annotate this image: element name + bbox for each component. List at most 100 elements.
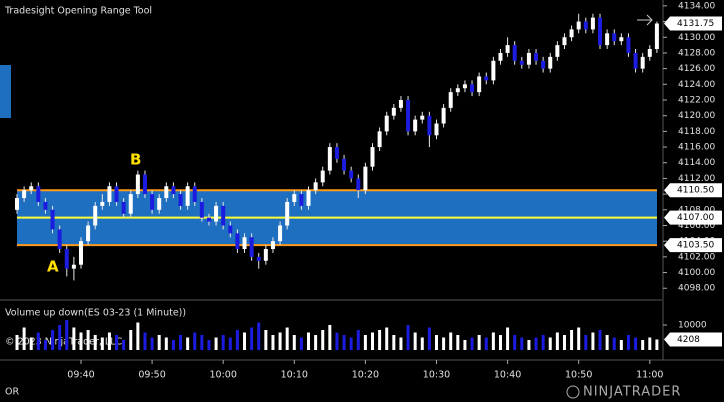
volume-bar — [491, 332, 495, 350]
scroll-arrow[interactable] — [637, 14, 653, 26]
candle-body — [647, 49, 652, 57]
volume-bar — [612, 337, 616, 350]
candle-body — [29, 186, 34, 191]
x-tick-label: 10:40 — [494, 370, 521, 381]
candle-body — [583, 21, 588, 30]
candle-body — [199, 201, 204, 218]
candle-body — [491, 60, 496, 81]
chart-title: Tradesight Opening Range Tool — [4, 6, 152, 17]
candle-body — [342, 158, 347, 171]
last-volume-box — [664, 332, 722, 347]
candle-body — [441, 107, 446, 124]
volume-bar — [363, 335, 367, 350]
opening-range-mid-label: 4107.00 — [677, 213, 714, 223]
volume-bar — [463, 340, 467, 350]
candle-body — [406, 100, 411, 132]
volume-bar — [527, 340, 531, 350]
volume-bar — [328, 325, 332, 350]
candle-body — [562, 37, 567, 46]
candle-body — [334, 147, 339, 159]
candle-body — [22, 190, 27, 199]
candle-body — [164, 186, 169, 199]
volume-bar — [634, 337, 638, 350]
candle-body — [128, 194, 133, 214]
candle-body — [278, 225, 283, 242]
volume-bar — [434, 335, 438, 350]
candle-body — [192, 186, 197, 202]
volume-bar — [79, 332, 83, 350]
candle-body — [526, 52, 531, 65]
opening-range-low-label: 4103.50 — [677, 241, 714, 251]
volume-bar — [577, 327, 581, 350]
candle-body — [242, 237, 247, 250]
y-tick-label: 4120.00 — [678, 111, 715, 121]
candle-body — [569, 29, 574, 38]
volume-bar — [335, 332, 339, 350]
candle-body — [619, 37, 624, 42]
candle-body — [313, 182, 318, 191]
volume-bar — [506, 327, 510, 350]
candle-body — [263, 249, 268, 261]
volume-bar — [171, 340, 175, 350]
candle-body — [299, 194, 304, 206]
candle-body — [64, 249, 69, 269]
volume-bar — [648, 337, 652, 350]
volume-bar — [143, 332, 147, 350]
candle-body — [43, 201, 48, 210]
candle-body — [633, 52, 638, 69]
candle-body — [114, 186, 119, 202]
candle-body — [349, 170, 354, 179]
candle-body — [598, 17, 603, 46]
candle-body — [86, 225, 91, 242]
candle-body — [605, 33, 610, 46]
volume-bar — [207, 340, 211, 350]
volume-bar — [399, 337, 403, 350]
volume-bar — [157, 335, 161, 350]
y-tick-label: 4126.00 — [678, 64, 715, 74]
volume-bar — [271, 335, 275, 350]
volume-bar — [442, 337, 446, 350]
volume-bar — [264, 330, 268, 350]
volume-bar — [321, 330, 325, 350]
candle-body — [285, 201, 290, 226]
candle-body — [306, 190, 311, 206]
opening-range-low-box — [664, 238, 722, 253]
candle-body — [36, 186, 41, 202]
volume-bar — [186, 337, 190, 350]
volume-bar — [58, 325, 62, 350]
volume-bar — [307, 332, 311, 350]
volume-bar — [626, 335, 630, 350]
y-tick-label: 4134.00 — [678, 1, 715, 11]
volume-bar — [356, 330, 360, 350]
volume-bar — [164, 337, 168, 350]
volume-bar — [378, 330, 382, 350]
volume-bar — [115, 335, 119, 350]
candle-body — [142, 174, 147, 195]
candle-body — [171, 186, 176, 195]
volume-bar — [342, 335, 346, 350]
volume-bar — [15, 335, 19, 350]
volume-bar — [129, 330, 133, 350]
volume-bar — [200, 335, 204, 350]
side-tab[interactable] — [0, 65, 11, 118]
candle-body — [462, 84, 467, 89]
candle-body — [292, 194, 297, 202]
annotation: B — [130, 151, 141, 169]
volume-bar — [314, 335, 318, 350]
volume-bar — [385, 327, 389, 350]
volume-bar — [477, 335, 481, 350]
volume-bar — [100, 337, 104, 350]
candle-body — [363, 166, 368, 191]
volume-bar — [413, 332, 417, 350]
candle-body — [327, 147, 332, 171]
candle-body — [15, 198, 19, 210]
volume-bar — [605, 335, 609, 350]
candle-body — [427, 115, 432, 136]
volume-bar — [214, 337, 218, 350]
volume-bar — [285, 327, 289, 350]
volume-bar — [243, 332, 247, 350]
candle-body — [541, 60, 546, 69]
candle-body — [534, 52, 539, 61]
candle-body — [484, 76, 489, 81]
